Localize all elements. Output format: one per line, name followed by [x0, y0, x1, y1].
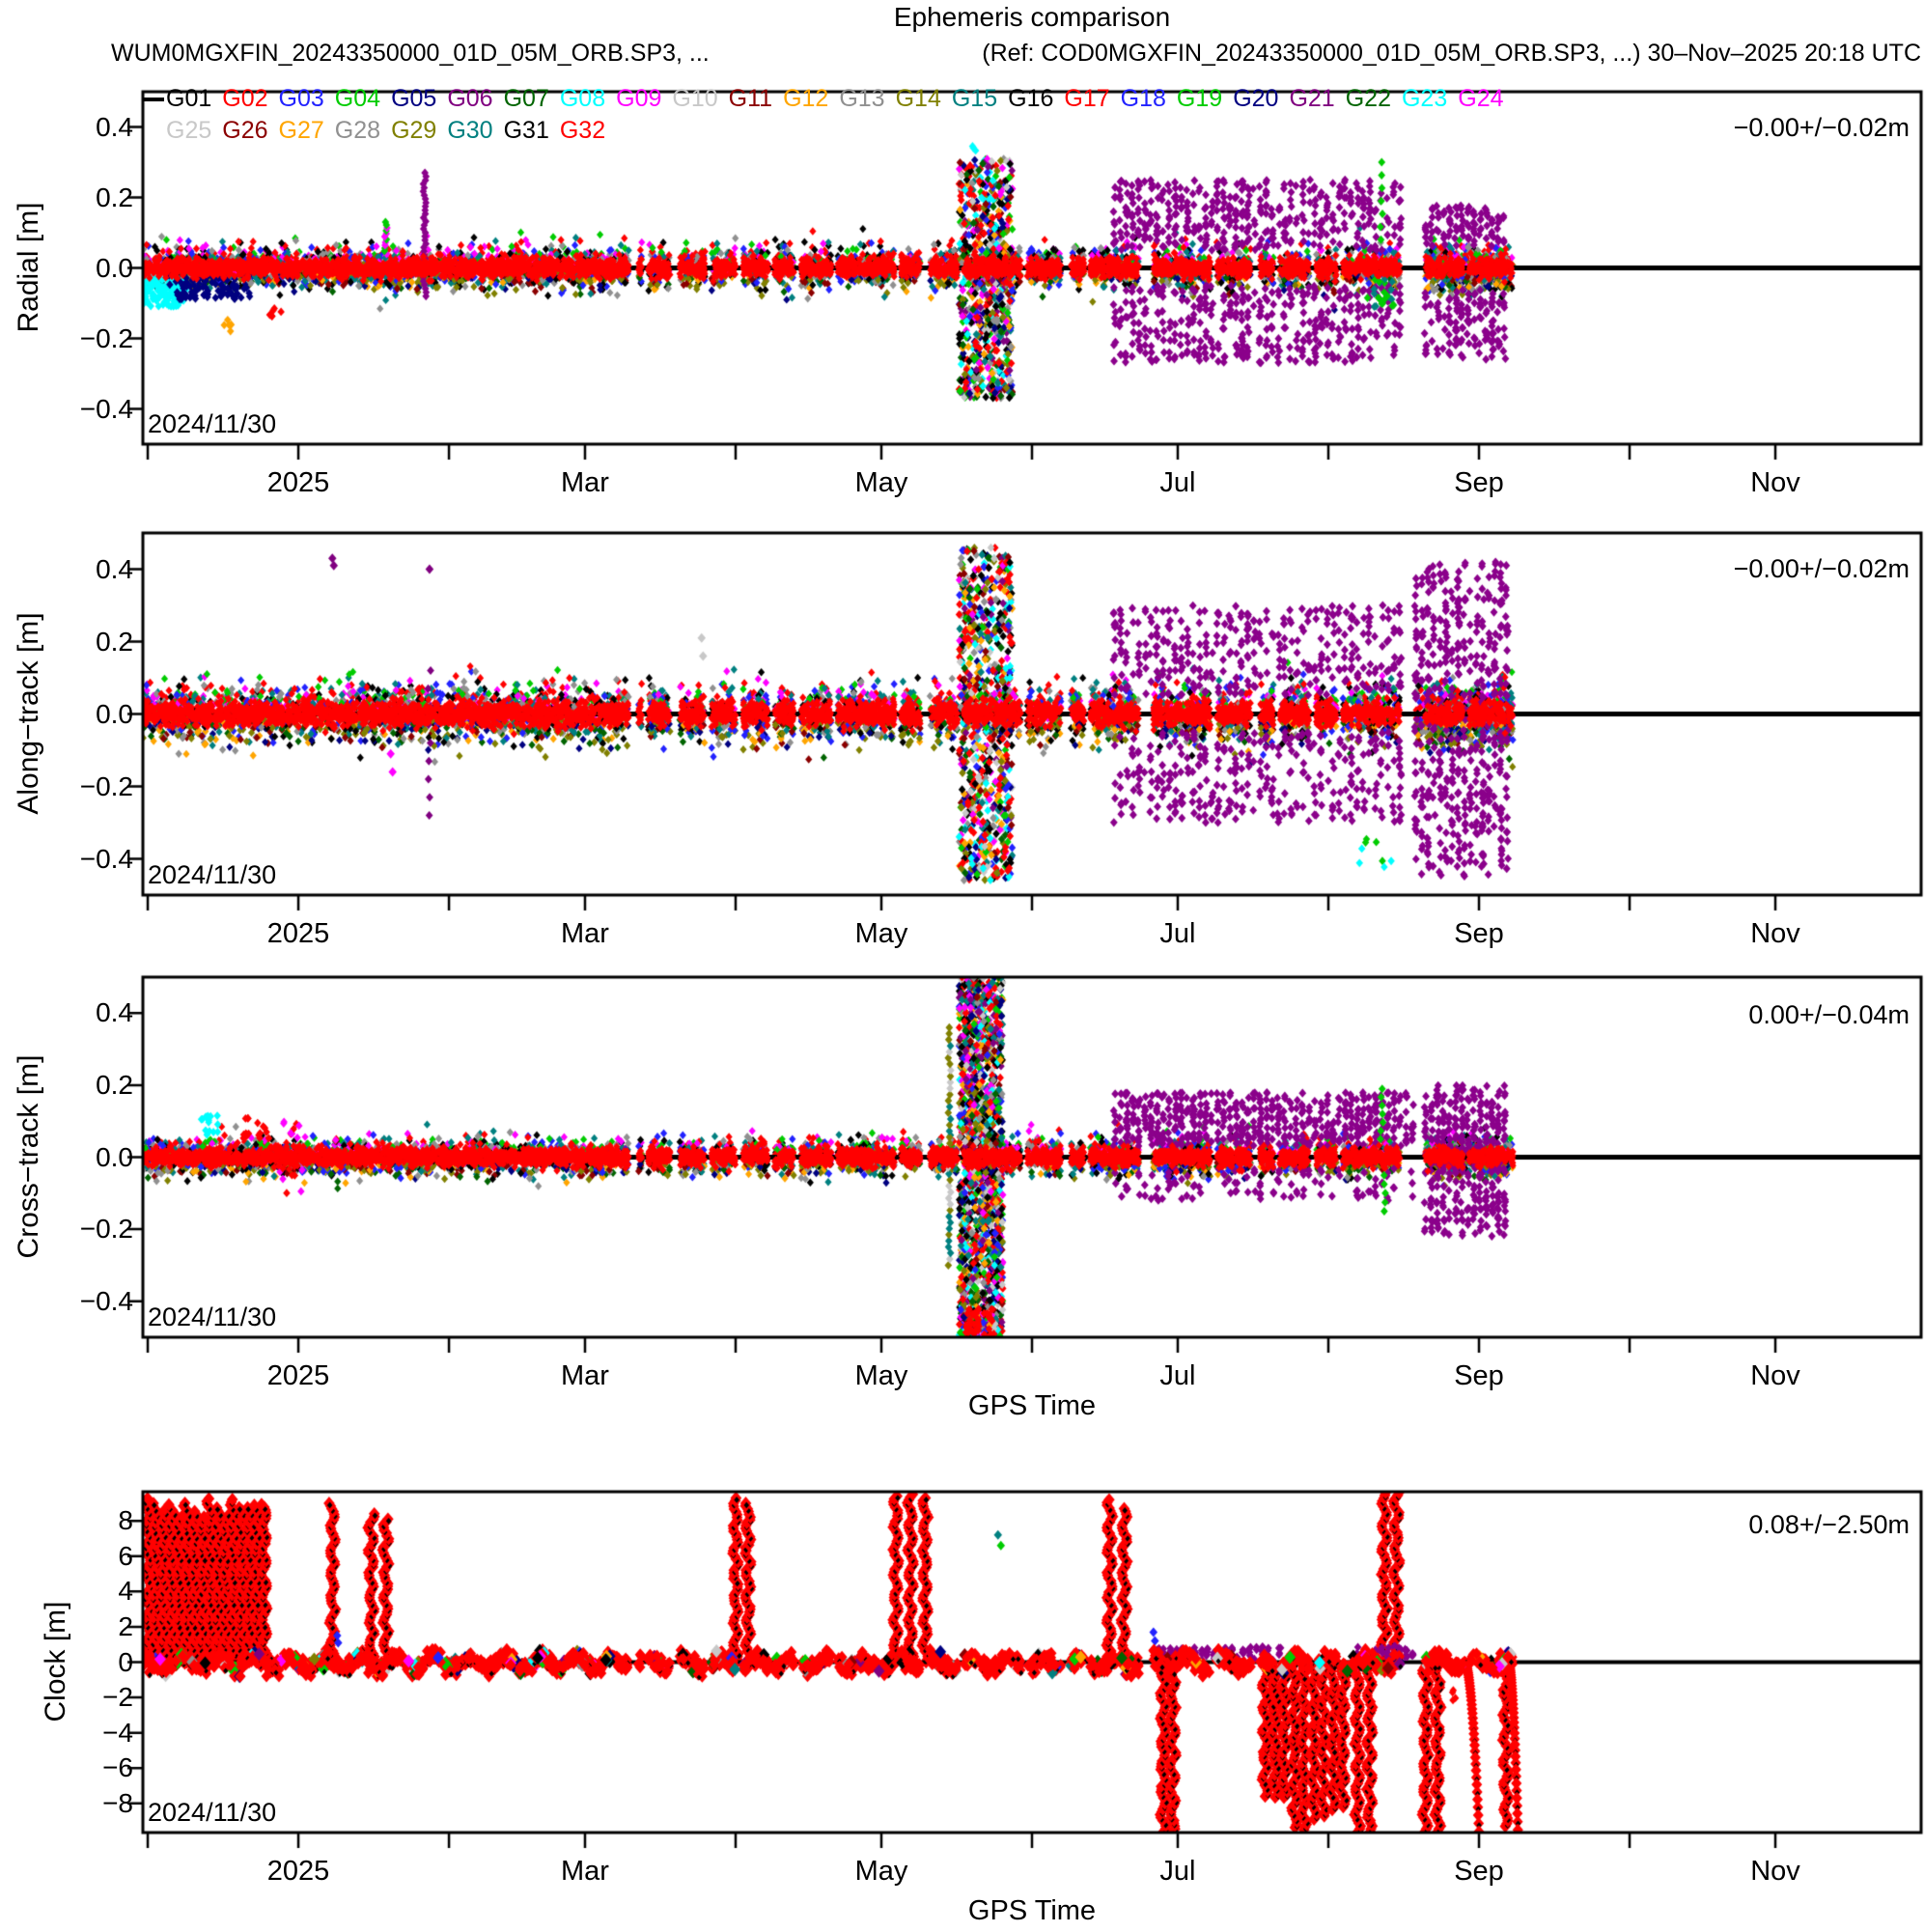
radial-xtick-May: May	[854, 467, 908, 498]
legend-entry-g04: G04	[334, 85, 381, 112]
legend-entry-g14: G14	[895, 85, 941, 112]
orbit-file-name: WUM0MGXFIN_20243350000_01D_05M_ORB.SP3, …	[111, 40, 710, 67]
legend-entry-g17: G17	[1064, 85, 1110, 112]
legend-entry-g29: G29	[391, 117, 437, 144]
along-track-xtick-Mar: Mar	[560, 918, 609, 949]
cross-track-ytick-−0.2: −0.2	[79, 1214, 133, 1245]
clock-xtick-Jul: Jul	[1159, 1856, 1196, 1887]
legend-entry-g13: G13	[839, 85, 885, 112]
along-track-start-date: 2024/11/30	[148, 860, 277, 889]
clock-xtick-2025: 2025	[266, 1856, 330, 1887]
radial-ytick-0.4: 0.4	[96, 111, 133, 142]
along-track-xtick-2025: 2025	[266, 918, 330, 949]
legend-entry-g02: G02	[222, 85, 268, 112]
clock-ytick-0: 0	[118, 1646, 133, 1677]
cross-track-start-date: 2024/11/30	[148, 1302, 277, 1331]
along-track-xtick-Nov: Nov	[1750, 918, 1800, 949]
legend-entry-g10: G10	[672, 85, 718, 112]
legend-entry-g21: G21	[1289, 85, 1335, 112]
legend-entry-g32: G32	[559, 117, 606, 144]
page-title: Ephemeris comparison	[893, 2, 1171, 32]
cross-track-xtick-2025: 2025	[266, 1360, 330, 1391]
legend-entry-g07: G07	[503, 85, 549, 112]
clock-start-date: 2024/11/30	[148, 1798, 277, 1827]
clock-mean-std: 0.08+/−2.50m	[1748, 1510, 1910, 1539]
clock-xtick-Sep: Sep	[1454, 1856, 1504, 1887]
satellite-legend-row-2: G25 G26 G27 G28 G29 G30 G31 G32	[166, 117, 616, 145]
legend-entry-g01: G01	[166, 85, 212, 112]
cross-track-ytick-−0.4: −0.4	[79, 1285, 133, 1316]
cross-track-xtick-Mar: Mar	[560, 1360, 609, 1391]
radial-xtick-Jul: Jul	[1159, 467, 1196, 498]
radial-ytick-0.0: 0.0	[96, 252, 133, 283]
legend-entry-g25: G25	[166, 117, 212, 144]
clock-ytick-−4: −4	[102, 1717, 133, 1748]
satellite-legend-row-1: G01 G02 G03 G04 G05 G06 G07 G08 G09 G10 G11 G12 G13 G…	[166, 85, 1515, 113]
legend-entry-g15: G15	[951, 85, 998, 112]
radial-start-date: 2024/11/30	[148, 409, 277, 438]
clock-ytick-−2: −2	[102, 1682, 133, 1713]
cross-track-xtick-Nov: Nov	[1750, 1360, 1800, 1391]
legend-entry-g30: G30	[447, 117, 493, 144]
along-track-ytick-0.2: 0.2	[96, 626, 133, 657]
cross-track-xtick-Sep: Sep	[1454, 1360, 1504, 1391]
legend-entry-g23: G23	[1401, 85, 1448, 112]
along-track-ytick-0.4: 0.4	[96, 553, 133, 584]
legend-entry-g28: G28	[334, 117, 381, 144]
radial-ytick-−0.2: −0.2	[79, 322, 133, 353]
radial-xtick-Mar: Mar	[560, 467, 609, 498]
legend-entry-g06: G06	[447, 85, 493, 112]
legend-line-sample	[143, 98, 164, 101]
legend-entry-g19: G19	[1176, 85, 1223, 112]
clock-xtick-May: May	[854, 1856, 908, 1887]
along-track-xtick-Sep: Sep	[1454, 918, 1504, 949]
clock-ytick-8: 8	[118, 1505, 133, 1536]
clock-ytick-4: 4	[118, 1576, 133, 1607]
legend-entry-g16: G16	[1008, 85, 1054, 112]
clock-ytick-6: 6	[118, 1540, 133, 1571]
legend-entry-g27: G27	[278, 117, 324, 144]
cross-track-mean-std: 0.00+/−0.04m	[1748, 1000, 1910, 1029]
legend-entry-g03: G03	[278, 85, 324, 112]
legend-entry-g08: G08	[559, 85, 606, 112]
legend-entry-g05: G05	[391, 85, 437, 112]
legend-entry-g09: G09	[616, 85, 662, 112]
legend-entry-g20: G20	[1233, 85, 1279, 112]
gps-time-axis-label-lower: GPS Time	[967, 1895, 1097, 1926]
cross-track-xtick-May: May	[854, 1360, 908, 1391]
along-track-ytick-−0.4: −0.4	[79, 843, 133, 874]
cross-track-ytick-0.4: 0.4	[96, 997, 133, 1028]
along-track-xtick-Jul: Jul	[1159, 918, 1196, 949]
clock-ytick-−6: −6	[102, 1752, 133, 1783]
gps-time-axis-label-upper: GPS Time	[967, 1390, 1097, 1421]
legend-entry-g22: G22	[1345, 85, 1391, 112]
reference-file-and-timestamp: (Ref: COD0MGXFIN_20243350000_01D_05M_ORB…	[982, 40, 1921, 67]
legend-entry-g18: G18	[1120, 85, 1166, 112]
along-track-ytick-−0.2: −0.2	[79, 770, 133, 801]
along-track-mean-std: −0.00+/−0.02m	[1733, 554, 1910, 583]
radial-ytick-−0.4: −0.4	[79, 393, 133, 424]
cross-track-ytick-0.0: 0.0	[96, 1141, 133, 1172]
clock-ytick-−8: −8	[102, 1787, 133, 1818]
radial-ytick-0.2: 0.2	[96, 182, 133, 212]
radial-xtick-Sep: Sep	[1454, 467, 1504, 498]
along-track-ytick-0.0: 0.0	[96, 698, 133, 729]
cross-track-ytick-0.2: 0.2	[96, 1069, 133, 1100]
legend-entry-g26: G26	[222, 117, 268, 144]
legend-entry-g12: G12	[783, 85, 829, 112]
clock-xtick-Mar: Mar	[560, 1856, 609, 1887]
radial-xtick-Nov: Nov	[1750, 467, 1800, 498]
legend-entry-g31: G31	[503, 117, 549, 144]
cross-track-xtick-Jul: Jul	[1159, 1360, 1196, 1391]
clock-ytick-2: 2	[118, 1610, 133, 1641]
legend-entry-g24: G24	[1458, 85, 1504, 112]
legend-entry-g11: G11	[728, 85, 773, 112]
along-track-xtick-May: May	[854, 918, 908, 949]
clock-xtick-Nov: Nov	[1750, 1856, 1800, 1887]
radial-mean-std: −0.00+/−0.02m	[1733, 113, 1910, 142]
radial-xtick-2025: 2025	[266, 467, 330, 498]
